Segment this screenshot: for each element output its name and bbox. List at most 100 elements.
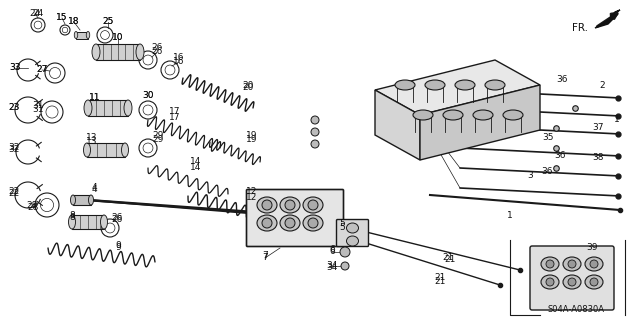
Text: 8: 8 xyxy=(69,211,75,219)
Text: 19: 19 xyxy=(246,136,258,145)
Ellipse shape xyxy=(257,197,277,213)
Text: 31: 31 xyxy=(32,100,44,109)
Text: 18: 18 xyxy=(68,18,80,26)
Text: 34: 34 xyxy=(326,263,338,271)
Circle shape xyxy=(546,278,554,286)
Circle shape xyxy=(340,247,350,257)
Circle shape xyxy=(285,218,295,228)
Text: 5: 5 xyxy=(339,219,345,228)
Ellipse shape xyxy=(68,215,76,229)
Text: 36: 36 xyxy=(554,151,566,160)
Text: 9: 9 xyxy=(115,241,121,249)
Text: 5: 5 xyxy=(339,224,345,233)
Text: 10: 10 xyxy=(112,33,124,42)
Circle shape xyxy=(311,140,319,148)
Bar xyxy=(88,100,128,116)
Circle shape xyxy=(568,278,576,286)
Text: 27: 27 xyxy=(36,65,48,75)
Text: 29: 29 xyxy=(152,136,164,145)
Text: 28: 28 xyxy=(28,204,38,212)
Ellipse shape xyxy=(84,100,92,116)
Text: 25: 25 xyxy=(102,18,114,26)
Text: 24: 24 xyxy=(29,9,40,18)
Text: 15: 15 xyxy=(56,13,68,23)
Text: 22: 22 xyxy=(8,188,20,197)
Ellipse shape xyxy=(280,215,300,231)
Text: 28: 28 xyxy=(26,201,38,210)
Text: 32: 32 xyxy=(8,145,20,154)
Ellipse shape xyxy=(541,257,559,271)
Text: 17: 17 xyxy=(169,114,180,122)
Bar xyxy=(96,44,140,60)
Ellipse shape xyxy=(443,110,463,120)
Ellipse shape xyxy=(88,195,93,205)
Text: 31: 31 xyxy=(32,106,44,115)
Text: 23: 23 xyxy=(8,103,20,113)
Ellipse shape xyxy=(70,195,76,205)
Text: 3: 3 xyxy=(527,170,533,180)
Text: 10: 10 xyxy=(112,33,124,42)
Text: 32: 32 xyxy=(8,144,20,152)
Text: 4: 4 xyxy=(91,183,97,192)
Ellipse shape xyxy=(473,110,493,120)
Text: 27: 27 xyxy=(36,65,48,75)
Ellipse shape xyxy=(83,143,90,157)
Text: 13: 13 xyxy=(86,133,98,143)
Text: 2: 2 xyxy=(599,80,605,90)
Bar xyxy=(72,215,104,229)
Text: 8: 8 xyxy=(69,213,75,222)
Ellipse shape xyxy=(585,275,603,289)
FancyBboxPatch shape xyxy=(246,189,344,247)
Text: 34: 34 xyxy=(326,261,338,270)
Text: 21: 21 xyxy=(444,256,456,264)
Ellipse shape xyxy=(346,223,358,233)
Ellipse shape xyxy=(74,32,77,39)
Text: 39: 39 xyxy=(586,243,598,253)
Ellipse shape xyxy=(136,44,144,60)
Text: 35: 35 xyxy=(542,133,554,143)
Text: 26: 26 xyxy=(151,48,163,56)
Ellipse shape xyxy=(100,215,108,229)
Polygon shape xyxy=(595,10,620,28)
Ellipse shape xyxy=(86,32,90,39)
Circle shape xyxy=(568,260,576,268)
Circle shape xyxy=(311,116,319,124)
Text: 25: 25 xyxy=(102,18,114,26)
Circle shape xyxy=(285,200,295,210)
Circle shape xyxy=(262,218,272,228)
Text: 37: 37 xyxy=(592,123,604,132)
Text: 9: 9 xyxy=(115,243,121,253)
Ellipse shape xyxy=(303,197,323,213)
Text: 14: 14 xyxy=(190,164,202,173)
Text: 6: 6 xyxy=(329,248,335,256)
FancyBboxPatch shape xyxy=(337,219,369,247)
Text: 26: 26 xyxy=(111,216,123,225)
Circle shape xyxy=(311,128,319,136)
FancyBboxPatch shape xyxy=(530,246,614,310)
Ellipse shape xyxy=(280,197,300,213)
Ellipse shape xyxy=(346,236,358,246)
Text: 20: 20 xyxy=(243,80,253,90)
Text: 38: 38 xyxy=(592,153,604,162)
Text: 7: 7 xyxy=(262,254,268,263)
Circle shape xyxy=(546,260,554,268)
Text: 1: 1 xyxy=(507,211,513,219)
Text: S04A-A0830A: S04A-A0830A xyxy=(548,306,605,315)
Ellipse shape xyxy=(563,257,581,271)
Text: 12: 12 xyxy=(246,194,258,203)
Polygon shape xyxy=(420,85,540,160)
Circle shape xyxy=(308,218,318,228)
Text: 21: 21 xyxy=(442,254,454,263)
Text: 24: 24 xyxy=(33,9,44,18)
Text: 36: 36 xyxy=(556,76,568,85)
Text: 21: 21 xyxy=(435,278,445,286)
Ellipse shape xyxy=(122,143,129,157)
Text: FR.: FR. xyxy=(572,23,588,33)
Text: 16: 16 xyxy=(173,54,185,63)
Text: 1: 1 xyxy=(614,115,620,124)
Ellipse shape xyxy=(303,215,323,231)
Polygon shape xyxy=(375,60,540,115)
Text: 33: 33 xyxy=(9,63,20,72)
Text: 26: 26 xyxy=(111,213,123,222)
Ellipse shape xyxy=(395,80,415,90)
